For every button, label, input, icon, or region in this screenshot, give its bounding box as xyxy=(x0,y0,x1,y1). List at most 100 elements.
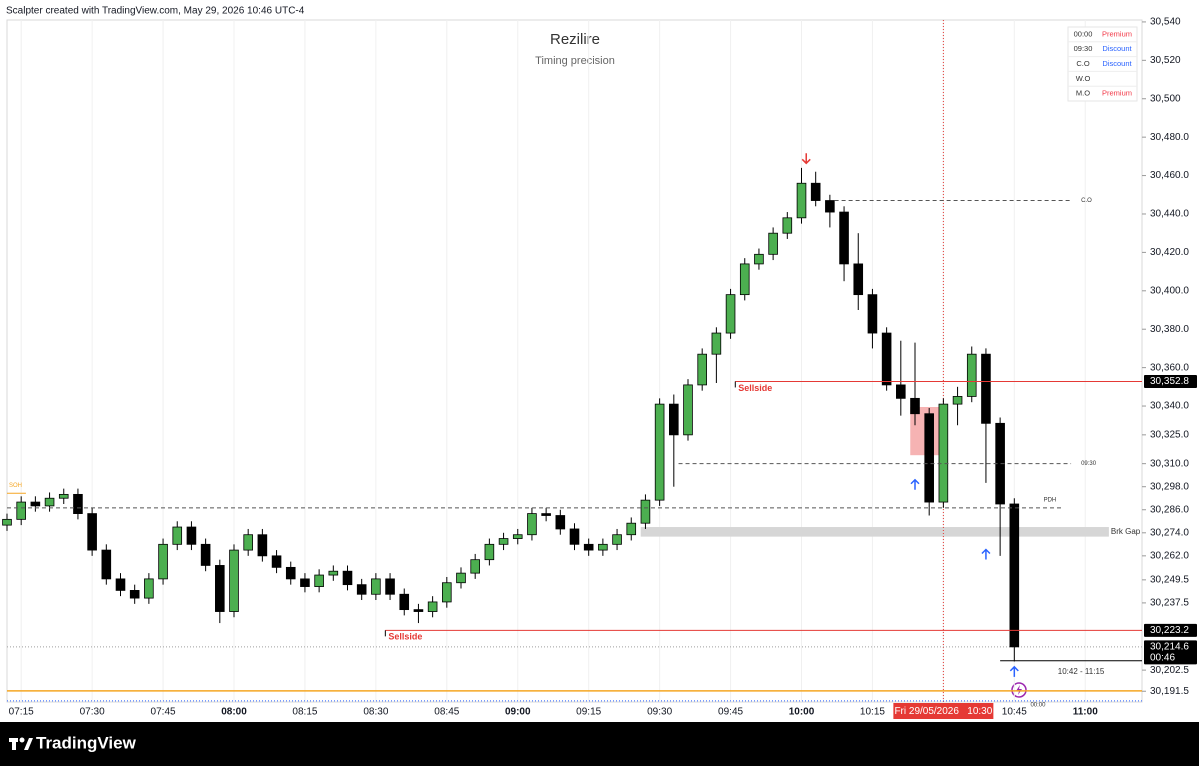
candle-body xyxy=(144,578,154,599)
level-label: C.O xyxy=(1081,198,1092,204)
x-tick-label: 10:15 xyxy=(860,707,885,718)
y-tick-label: 30,237.5 xyxy=(1150,598,1189,609)
y-tick-label: 30,400.0 xyxy=(1150,285,1189,296)
x-tick-label: 08:15 xyxy=(292,707,317,718)
candle-body xyxy=(981,353,991,424)
price-label-bg xyxy=(1144,374,1197,388)
table-cell: Discount xyxy=(1102,59,1132,68)
icon-bolt xyxy=(1016,685,1022,695)
logo-part xyxy=(24,738,33,750)
candle-body xyxy=(839,211,849,265)
candle-body xyxy=(583,543,594,551)
candle-body xyxy=(569,528,580,545)
level-label: 09:30 xyxy=(1081,461,1097,467)
candle-body xyxy=(512,534,523,539)
candle-body xyxy=(371,578,381,595)
y-tick-label: 30,325.0 xyxy=(1150,429,1189,440)
candle-body xyxy=(16,501,26,520)
x-tick-label: 09:00 xyxy=(505,707,531,718)
note-label: 00:00 xyxy=(1030,702,1046,708)
y-tick-label: 30,191.5 xyxy=(1150,686,1189,697)
candle-body xyxy=(683,384,693,436)
candle-body xyxy=(640,499,651,524)
candle-body xyxy=(413,609,424,612)
brand: TradingView xyxy=(36,733,137,752)
candle-body xyxy=(711,332,722,355)
gap-band xyxy=(640,527,1109,537)
candle-body xyxy=(271,555,282,568)
candle-body xyxy=(342,570,353,586)
candle-body xyxy=(541,513,551,516)
table-cell: 09:30 xyxy=(1074,44,1093,53)
candle-body xyxy=(470,559,480,574)
candle-body xyxy=(966,353,977,397)
level-label: Sellside xyxy=(738,383,772,393)
level-label: SOH xyxy=(9,483,22,489)
price-label: 30,352.8 xyxy=(1150,376,1189,387)
x-tick-label: 11:00 xyxy=(1073,707,1098,718)
candle-body xyxy=(867,294,878,334)
candle-body xyxy=(200,543,211,566)
candle-body xyxy=(612,534,622,545)
level-label: Sellside xyxy=(388,632,422,642)
candle-body xyxy=(498,538,509,545)
candle-body xyxy=(442,582,452,603)
candle-body xyxy=(796,182,807,219)
x-tick-label: 07:15 xyxy=(9,707,34,718)
y-tick-label: 30,286.0 xyxy=(1150,504,1189,515)
candle-body xyxy=(825,200,835,213)
y-tick-label: 30,274.0 xyxy=(1150,527,1189,538)
candle-body xyxy=(952,396,963,405)
candle-body xyxy=(456,572,466,584)
candle-body xyxy=(754,253,764,265)
brand-logo xyxy=(9,737,33,750)
candle-body xyxy=(229,549,239,612)
x-tick-label: 08:00 xyxy=(221,707,247,718)
y-tick-label: 30,500 xyxy=(1150,93,1181,104)
price-countdown: 00:46 xyxy=(1150,653,1175,664)
chart-title: Rezilire xyxy=(550,31,600,48)
candle-body xyxy=(215,565,225,612)
x-tick-label: 09:15 xyxy=(576,707,601,718)
candle-body xyxy=(285,566,296,580)
candle-body xyxy=(739,263,750,296)
y-tick-label: 30,262.0 xyxy=(1150,550,1189,561)
x-tick-label: 10:45 xyxy=(1002,707,1027,718)
candle-body xyxy=(725,294,736,334)
x-tick-label: 07:30 xyxy=(80,707,105,718)
signal-arrow xyxy=(1009,665,1019,677)
signal-arrow xyxy=(801,153,811,165)
gap-label: Brk Gap xyxy=(1111,527,1141,536)
signal-arrow xyxy=(910,478,920,490)
table-cell: Discount xyxy=(1102,44,1132,53)
x-tick-label: 08:45 xyxy=(434,707,459,718)
candle-body xyxy=(58,493,69,499)
candle-body xyxy=(257,534,268,557)
candle-body xyxy=(910,397,920,415)
candle-body xyxy=(924,413,934,503)
y-tick-label: 30,310.0 xyxy=(1150,458,1189,469)
y-tick-label: 30,460.0 xyxy=(1150,170,1189,181)
candle-body xyxy=(87,513,97,551)
chart-subtitle: Timing precision xyxy=(535,55,615,67)
y-tick-label: 30,380.0 xyxy=(1150,324,1189,335)
y-tick-label: 30,480.0 xyxy=(1150,132,1189,143)
x-tick-label: 09:30 xyxy=(647,707,672,718)
y-tick-label: 30,249.5 xyxy=(1150,574,1189,585)
y-tick-label: 30,360.0 xyxy=(1150,362,1189,373)
candle-body xyxy=(44,497,55,507)
candle-body xyxy=(527,513,537,536)
table-cell: M.O xyxy=(1076,89,1090,98)
alert-icon xyxy=(1011,682,1027,698)
candle-body xyxy=(172,526,183,545)
candle-body xyxy=(427,601,438,612)
y-tick-label: 30,298.0 xyxy=(1150,481,1189,492)
logo-part xyxy=(19,737,25,743)
crosshair-label: Fri 29/05/2026 10:30 xyxy=(894,706,992,717)
candle-body xyxy=(101,549,112,580)
x-tick-label: 08:30 xyxy=(363,707,388,718)
candle-body xyxy=(186,526,197,545)
background xyxy=(0,0,1199,722)
candle-body xyxy=(669,403,679,436)
